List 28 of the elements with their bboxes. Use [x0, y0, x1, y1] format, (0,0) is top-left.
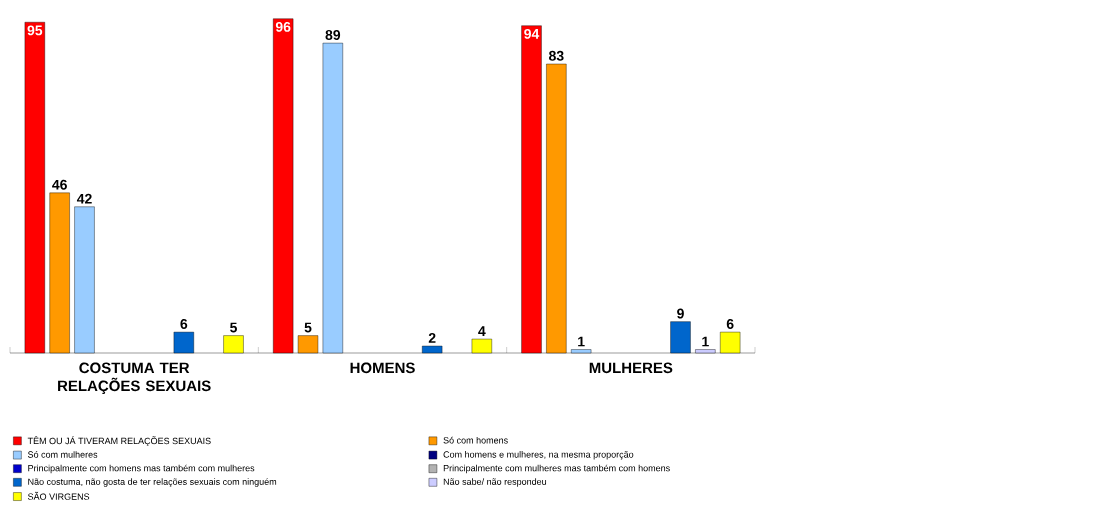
legend-label: Principalmente com mulheres mas também com homens	[443, 464, 670, 474]
data-label: 42	[76, 193, 92, 204]
legend-label: Só com homens	[443, 436, 508, 444]
data-label: 1	[702, 336, 709, 347]
data-label: 94	[524, 28, 540, 39]
data-label: 5	[230, 322, 237, 333]
x-tick-label: COSTUMA TER RELAÇÕES SEXUAIS	[58, 362, 211, 395]
legend-label: TÊM OU JÁ TIVERAM RELAÇÕES SEXUAIS	[27, 436, 211, 446]
data-label: 89	[325, 30, 341, 40]
legend-label: Não costuma, não gosta de ter relações sexuais com ninguém	[28, 478, 277, 487]
data-label: 4	[478, 326, 486, 336]
x-tick-label: MULHERES	[589, 362, 673, 374]
data-label: 95	[27, 25, 43, 36]
legend-label: SÃO VIRGENS	[27, 491, 90, 500]
data-label: 5	[304, 322, 312, 333]
data-label: 1	[578, 336, 585, 347]
legend-label: Só com mulheres	[27, 451, 98, 458]
legend-label: Não sabe/ não respondeu	[443, 478, 547, 487]
data-label: 6	[180, 318, 188, 329]
data-label: 9	[677, 308, 684, 319]
legend-label: Com homens e mulheres, na mesma proporção	[443, 451, 634, 460]
data-label: 96	[275, 21, 291, 32]
data-label: 83	[548, 50, 564, 61]
data-label: 46	[52, 179, 67, 190]
legend-label: Principalmente com homens mas também com mulheres	[28, 464, 255, 474]
data-label: 2	[428, 333, 436, 343]
x-tick-label: HOMENS	[350, 362, 415, 374]
data-label: 6	[726, 318, 734, 329]
